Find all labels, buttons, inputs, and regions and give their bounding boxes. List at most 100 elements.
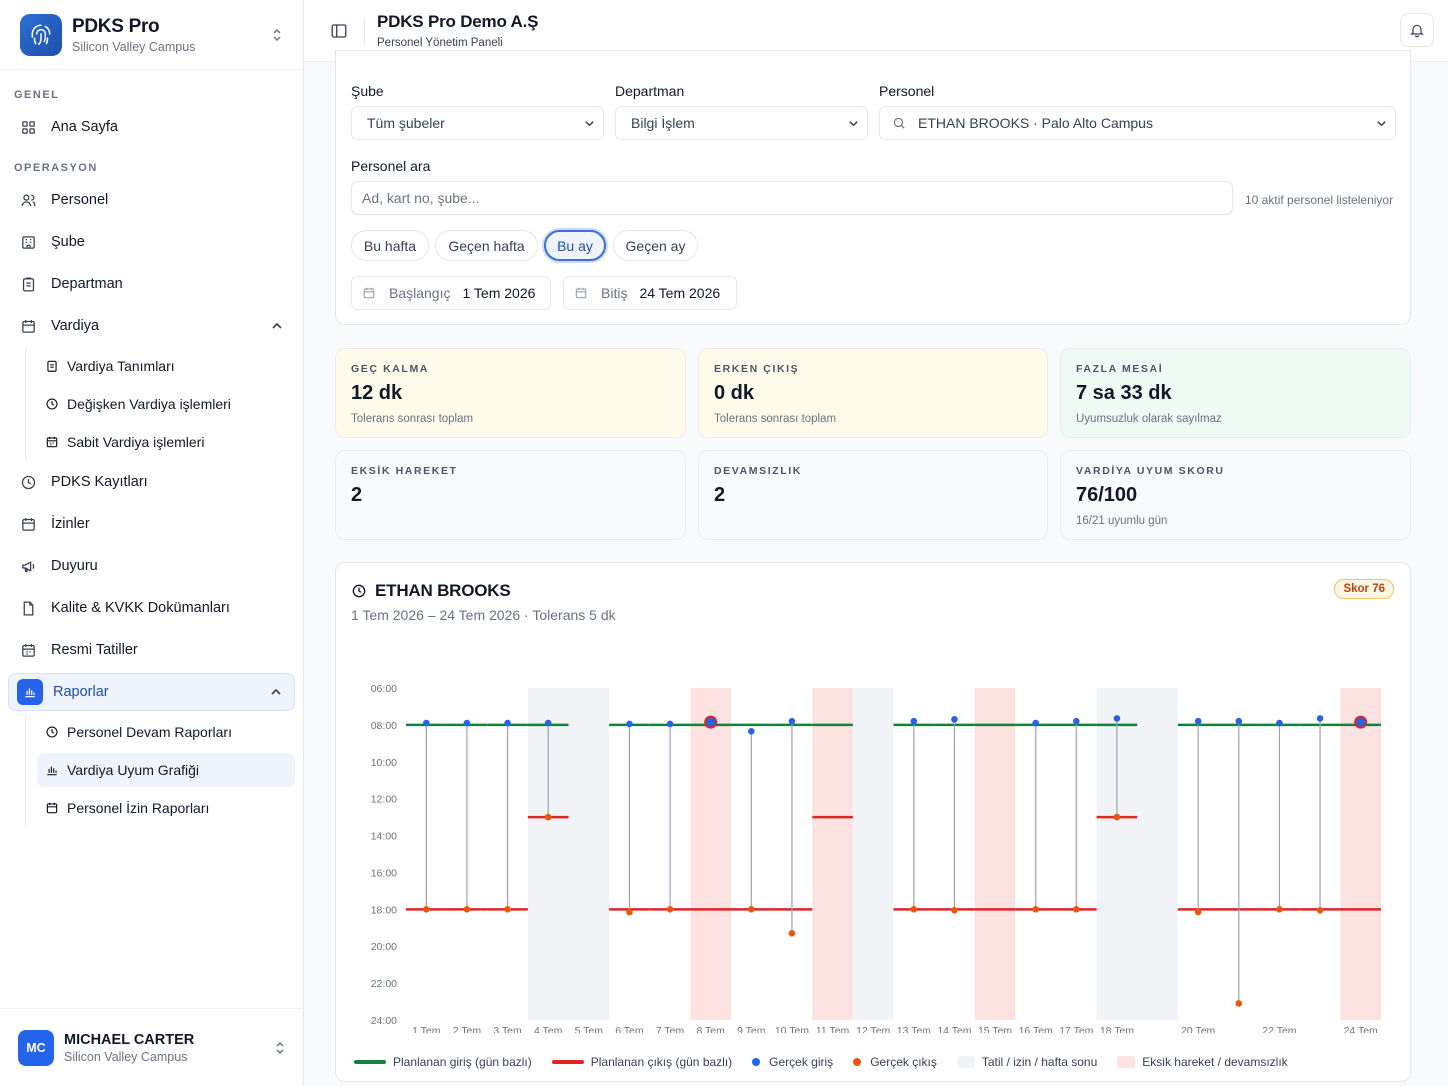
chevron-up-icon xyxy=(271,688,281,695)
stat-card-early: ERKEN ÇIKIŞ 0 dk Tolerans sonrası toplam xyxy=(698,348,1048,438)
sidebar-toggle-icon[interactable] xyxy=(330,22,348,40)
x-tick-label: 4 Tem xyxy=(534,1025,563,1033)
sube-select[interactable]: Tüm şubeler xyxy=(351,106,604,140)
search-hint: 10 aktif personel listeleniyor xyxy=(1245,193,1394,207)
legend-label: Tatil / izin / hafta sonu xyxy=(981,1055,1098,1069)
x-tick-label: 7 Tem xyxy=(656,1025,685,1033)
actual-out-point xyxy=(1276,906,1283,913)
actual-out-point xyxy=(423,906,430,913)
actual-in-point xyxy=(1113,715,1121,722)
actual-out-point xyxy=(788,930,796,937)
sidebar-item-duyuru[interactable]: Duyuru xyxy=(8,547,295,585)
actual-out-point xyxy=(1113,813,1121,821)
stat-value: 12 dk xyxy=(351,382,403,404)
stat-value: 7 sa 33 dk xyxy=(1076,382,1172,404)
actual-out-point xyxy=(463,906,471,913)
stat-value: 76/100 xyxy=(1076,484,1138,506)
sidebar-item-label: Vardiya xyxy=(51,318,100,334)
sidebar-item-tatiller[interactable]: Resmi Tatiller xyxy=(8,631,295,669)
actual-out-point xyxy=(504,906,511,913)
stat-label: EKSİK HAREKET xyxy=(351,465,458,477)
sidebar-item-home[interactable]: Ana Sayfa xyxy=(8,108,295,146)
personel-select-value: ETHAN BROOKS · Palo Alto Campus xyxy=(918,115,1153,131)
sidebar-item-label: Raporlar xyxy=(53,684,109,700)
bell-icon xyxy=(1410,24,1424,38)
sidebar-subitem-izin-raporlari[interactable]: Personel İzin Raporları xyxy=(37,791,295,825)
sidebar-subitem-vardiya-uyum-grafigi[interactable]: Vardiya Uyum Grafiği xyxy=(37,753,295,787)
sidebar-item-pdks[interactable]: PDKS Kayıtları xyxy=(8,463,295,501)
clock-icon xyxy=(352,584,366,598)
x-tick-label: 2 Tem xyxy=(453,1025,482,1033)
page-subtitle: Personel Yönetim Paneli xyxy=(377,37,503,49)
building-icon xyxy=(22,235,35,249)
legend-label: Gerçek giriş xyxy=(769,1055,834,1069)
personel-select[interactable]: ETHAN BROOKS · Palo Alto Campus xyxy=(879,106,1396,140)
sidebar-subitem-vardiya-tanimlari[interactable]: Vardiya Tanımları xyxy=(37,349,295,383)
start-date-label: Başlangıç xyxy=(389,285,451,301)
notifications-button[interactable] xyxy=(1400,13,1434,47)
sidebar-subitem-label: Personel Devam Raporları xyxy=(67,724,232,740)
header-divider xyxy=(364,17,365,44)
app-campus: Silicon Valley Campus xyxy=(72,39,196,54)
chevron-up-down-icon xyxy=(273,28,281,41)
start-date-field[interactable]: Başlangıç 1 Tem 2026 xyxy=(351,276,551,310)
stat-label: DEVAMSIZLIK xyxy=(714,465,802,477)
shift-compliance-chart: 06:00 08:00 10:00 12:00 14:00 16:00 18:00 20:00… xyxy=(371,683,1381,1033)
chip-bu-hafta[interactable]: Bu hafta xyxy=(351,230,429,261)
x-tick-label: 22 Tem xyxy=(1262,1025,1296,1033)
clipboard-icon xyxy=(47,360,57,372)
legend-missing: Eksik hareket / devamsızlık xyxy=(1117,1055,1288,1069)
actual-out-point xyxy=(1073,906,1080,913)
y-tick-label: 16:00 xyxy=(371,867,397,879)
sidebar-subitem-sabit-vardiya[interactable]: Sabit Vardiya işlemleri xyxy=(37,425,295,459)
actual-out-point xyxy=(626,908,633,916)
actual-in-point xyxy=(504,719,511,727)
calendar-icon xyxy=(22,319,35,333)
megaphone-icon xyxy=(22,560,35,572)
sidebar-item-sube[interactable]: Şube xyxy=(8,223,295,261)
nav-section-general: GENEL xyxy=(14,89,60,101)
sidebar-subitem-devam-raporlari[interactable]: Personel Devam Raporları xyxy=(37,715,295,749)
end-date-field[interactable]: Bitiş 24 Tem 2026 xyxy=(563,276,737,310)
y-tick-label: 24:00 xyxy=(371,1015,397,1027)
departman-select[interactable]: Bilgi İşlem xyxy=(615,106,868,140)
sidebar-item-personel[interactable]: Personel xyxy=(8,181,295,219)
x-tick-label: 3 Tem xyxy=(493,1025,522,1033)
legend-swatch xyxy=(1117,1056,1136,1068)
app-name: PDKS Pro xyxy=(72,15,160,37)
user-switcher[interactable]: MC MICHAEL CARTER Silicon Valley Campus xyxy=(0,1008,304,1086)
chevron-down-icon xyxy=(1377,121,1386,127)
stat-card-absence: DEVAMSIZLIK 2 xyxy=(698,450,1048,540)
chip-gecen-hafta[interactable]: Geçen hafta xyxy=(435,230,538,261)
sidebar-subitem-degisken-vardiya[interactable]: Değişken Vardiya işlemleri xyxy=(37,387,295,421)
actual-in-point xyxy=(463,719,471,727)
sidebar-item-departman[interactable]: Departman xyxy=(8,265,295,303)
actual-in-point xyxy=(423,719,430,727)
chart-subtitle: 1 Tem 2026 – 24 Tem 2026 · Tolerans 5 dk xyxy=(351,607,616,623)
filter-card: Şube Tüm şubeler Departman Bilgi İşlem P… xyxy=(335,50,1411,325)
actual-in-point xyxy=(1276,719,1283,727)
submenu-guide xyxy=(25,714,26,826)
avatar: MC xyxy=(18,1029,54,1066)
sidebar-item-vardiya[interactable]: Vardiya xyxy=(8,307,295,345)
legend-swatch xyxy=(752,1058,761,1066)
sidebar-item-label: PDKS Kayıtları xyxy=(51,474,148,490)
x-tick-label: 9 Tem xyxy=(737,1025,766,1033)
y-tick-label: 22:00 xyxy=(371,978,397,990)
chip-gecen-ay[interactable]: Geçen ay xyxy=(613,230,698,261)
x-tick-label: 5 Tem xyxy=(575,1025,604,1033)
search-input[interactable] xyxy=(351,181,1233,215)
sidebar-item-kalite[interactable]: Kalite & KVKK Dokümanları xyxy=(8,589,295,627)
calendar-grid-icon xyxy=(46,436,58,448)
sidebar-item-raporlar[interactable]: Raporlar xyxy=(8,673,295,711)
x-tick-label: 10 Tem xyxy=(775,1025,809,1033)
chip-bu-ay[interactable]: Bu ay xyxy=(544,230,606,261)
score-badge: Skor 76 xyxy=(1334,579,1394,599)
sidebar-item-izinler[interactable]: İzinler xyxy=(8,505,295,543)
stat-card-score: VARDİYA UYUM SKORU 76/100 16/21 uyumlu g… xyxy=(1060,450,1411,540)
legend-off-day: Tatil / izin / hafta sonu xyxy=(956,1055,1098,1069)
actual-out-point xyxy=(1194,908,1202,916)
x-tick-label: 6 Tem xyxy=(615,1025,644,1033)
brand-switcher[interactable]: PDKS Pro Silicon Valley Campus xyxy=(0,0,303,70)
legend-swatch xyxy=(853,1058,862,1066)
